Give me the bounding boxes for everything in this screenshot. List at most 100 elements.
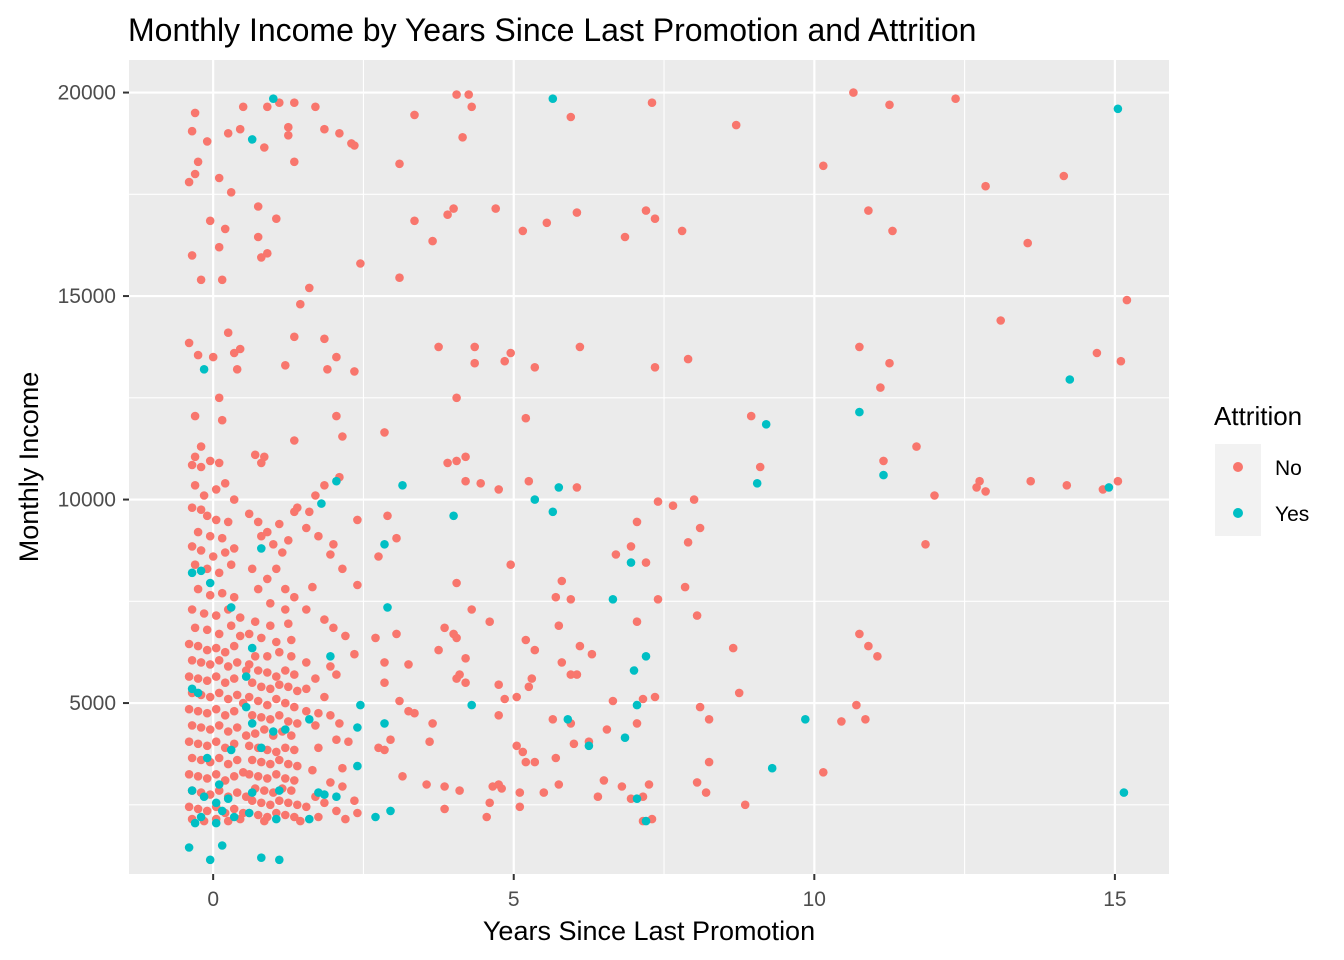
data-point-no	[539, 788, 549, 797]
data-point-no	[284, 536, 293, 545]
data-point-no	[284, 682, 293, 692]
data-point-yes	[244, 808, 254, 818]
data-point-no	[232, 788, 242, 797]
data-point-no	[229, 495, 239, 504]
data-point-no	[302, 706, 311, 716]
data-point-no	[196, 658, 206, 667]
data-point-no	[308, 765, 317, 775]
data-point-no	[187, 503, 197, 512]
data-point-no	[223, 759, 233, 769]
data-point-no	[220, 224, 230, 234]
data-point-no	[238, 102, 248, 112]
data-point-no	[395, 159, 404, 169]
data-point-no	[566, 670, 576, 679]
data-point-yes	[211, 818, 221, 828]
data-point-no	[193, 350, 203, 360]
data-point-no	[452, 633, 461, 643]
data-point-no	[452, 90, 461, 99]
data-point-no	[951, 94, 960, 103]
data-point-no	[575, 641, 585, 651]
data-point-no	[190, 452, 200, 462]
data-point-no	[217, 275, 227, 285]
data-point-no	[395, 273, 404, 283]
data-point-no	[193, 641, 203, 651]
data-point-no	[196, 442, 206, 451]
data-point-no	[734, 688, 744, 698]
data-point-no	[214, 458, 224, 468]
data-point-no	[819, 768, 828, 777]
y-tick-label: 15000	[58, 285, 116, 308]
data-point-no	[199, 491, 209, 500]
data-point-no	[190, 560, 200, 569]
y-axis-ticks: 5000 10000 15000 20000	[58, 82, 129, 715]
data-point-no	[250, 450, 260, 460]
data-point-no	[380, 658, 389, 667]
data-point-no	[187, 656, 197, 665]
data-point-no	[220, 647, 230, 657]
data-point-yes	[193, 688, 203, 698]
data-point-no	[861, 715, 870, 724]
data-point-no	[241, 666, 251, 675]
data-point-no	[253, 666, 263, 675]
data-point-no	[293, 761, 302, 771]
data-point-yes	[223, 794, 233, 803]
data-point-no	[284, 717, 293, 726]
data-point-no	[220, 678, 230, 687]
data-point-no	[193, 157, 203, 167]
data-point-no	[404, 660, 413, 669]
data-point-yes	[247, 719, 257, 728]
data-point-no	[229, 804, 239, 814]
data-point-yes	[247, 643, 257, 653]
grid-major-lines	[129, 60, 1169, 874]
data-point-no	[223, 517, 233, 527]
data-point-no	[290, 98, 299, 107]
data-point-no	[272, 672, 281, 681]
data-point-no	[849, 88, 858, 97]
data-point-yes	[241, 672, 251, 681]
data-point-no	[557, 658, 567, 667]
data-point-yes	[1113, 104, 1123, 114]
data-point-no	[226, 188, 236, 197]
data-point-no	[608, 696, 618, 706]
data-point-yes	[190, 818, 200, 828]
data-point-yes	[320, 790, 329, 799]
data-point-no	[371, 633, 380, 643]
data-point-no	[263, 527, 272, 537]
data-point-no	[837, 717, 846, 726]
data-point-no	[314, 743, 323, 753]
data-point-no	[572, 670, 582, 679]
data-point-no	[885, 358, 894, 368]
data-point-no	[855, 629, 864, 639]
data-point-no	[184, 770, 194, 779]
data-point-no	[269, 540, 278, 549]
data-point-no	[220, 548, 230, 557]
data-point-no	[190, 108, 200, 118]
data-point-yes	[187, 568, 197, 578]
data-point-no	[244, 509, 254, 519]
data-point-no	[214, 753, 224, 763]
data-point-no	[229, 592, 239, 602]
data-point-no	[320, 798, 329, 808]
data-point-no	[311, 674, 320, 683]
data-point-no	[680, 582, 690, 592]
data-point-no	[184, 177, 194, 187]
data-point-no	[211, 737, 221, 746]
data-point-no	[981, 487, 990, 496]
data-point-no	[232, 755, 242, 765]
data-point-no	[272, 564, 281, 574]
data-point-no	[515, 788, 525, 797]
data-point-no	[530, 363, 540, 372]
data-point-no	[214, 786, 224, 795]
data-point-no	[253, 810, 263, 820]
legend-label-yes: Yes	[1275, 503, 1309, 526]
data-point-no	[290, 702, 299, 712]
data-point-no	[626, 542, 636, 551]
data-point-no	[329, 623, 338, 633]
data-point-yes	[229, 812, 239, 822]
data-point-no	[350, 796, 359, 805]
legend-label-no: No	[1275, 457, 1302, 480]
data-point-no	[257, 253, 266, 262]
data-point-no	[202, 806, 212, 816]
data-point-no	[226, 560, 236, 569]
data-point-no	[335, 129, 344, 138]
